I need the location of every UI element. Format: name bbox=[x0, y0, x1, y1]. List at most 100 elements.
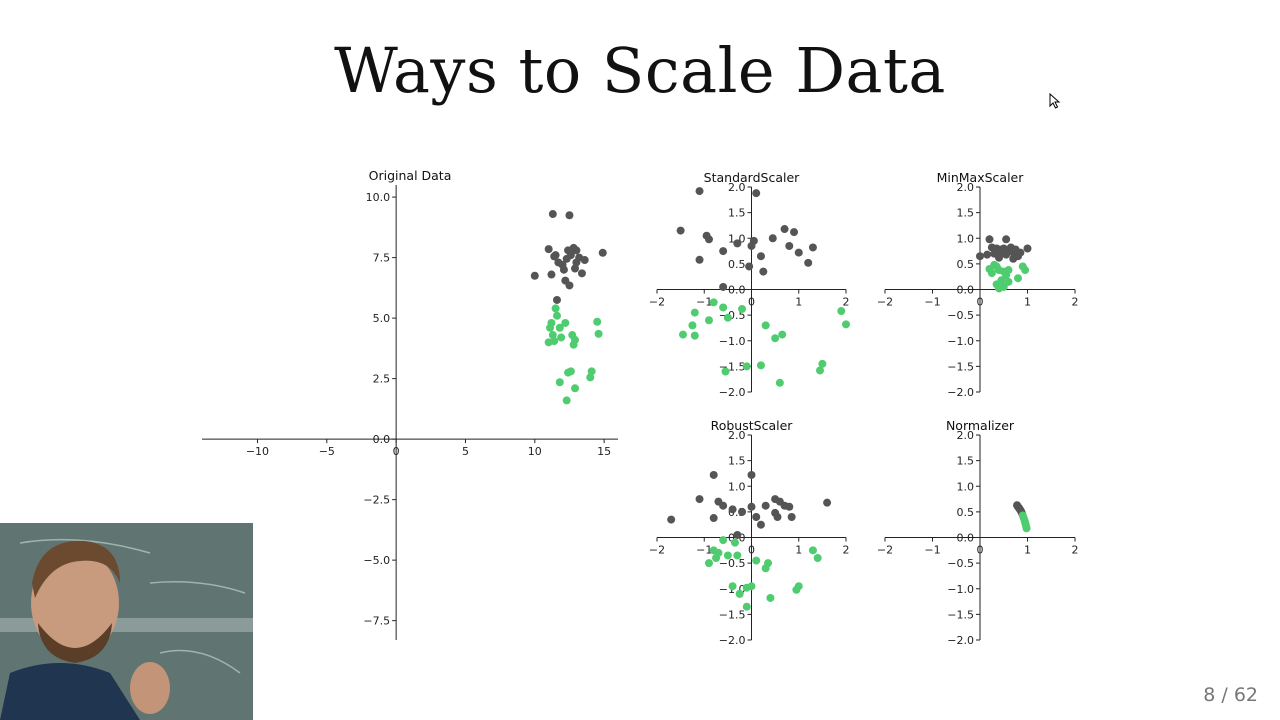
data-point bbox=[555, 378, 564, 387]
page-number: 8 / 62 bbox=[1203, 684, 1258, 706]
data-point bbox=[756, 520, 765, 529]
data-point bbox=[773, 513, 782, 521]
y-tick-label: −2.0 bbox=[947, 634, 974, 647]
y-tick-label: 2.5 bbox=[373, 373, 391, 386]
x-tick-label: −1 bbox=[924, 544, 940, 557]
y-tick-label: −2.0 bbox=[719, 634, 746, 647]
x-tick-label: 5 bbox=[462, 445, 469, 458]
data-point bbox=[785, 502, 794, 511]
data-point bbox=[1021, 266, 1030, 275]
data-point bbox=[733, 530, 742, 539]
scatter-plot-2: MinMaxScaler −2 −1 0 1 2 −2.0 −1.5 −1.0 −0.5 0.0 0.… bbox=[877, 170, 1079, 399]
y-tick-label: −2.0 bbox=[947, 386, 974, 399]
data-point bbox=[756, 252, 765, 261]
data-point bbox=[565, 211, 574, 220]
data-point bbox=[733, 551, 742, 560]
data-point bbox=[759, 267, 768, 276]
data-point bbox=[561, 318, 570, 327]
data-point bbox=[730, 538, 739, 547]
data-point bbox=[552, 295, 561, 304]
plot-title: Original Data bbox=[369, 168, 452, 183]
data-point bbox=[816, 366, 825, 375]
data-point bbox=[818, 359, 827, 368]
data-point bbox=[1004, 266, 1013, 275]
data-point bbox=[995, 284, 1003, 293]
data-point bbox=[566, 367, 575, 376]
data-point bbox=[709, 298, 718, 307]
data-point bbox=[761, 564, 770, 573]
data-point bbox=[976, 252, 984, 261]
x-tick-label: −1 bbox=[696, 544, 712, 557]
y-tick-label: 1.5 bbox=[957, 455, 975, 468]
x-tick-label: 15 bbox=[597, 445, 611, 458]
data-point bbox=[546, 323, 555, 332]
y-tick-label: 2.0 bbox=[957, 181, 975, 194]
data-point bbox=[704, 559, 713, 568]
y-tick-label: 2.0 bbox=[957, 429, 975, 442]
y-tick-label: 0.5 bbox=[957, 506, 975, 519]
y-tick-label: 1.0 bbox=[957, 480, 975, 493]
y-tick-label: −5.0 bbox=[363, 554, 390, 567]
y-tick-label: 2.0 bbox=[728, 429, 746, 442]
data-point bbox=[1022, 524, 1031, 533]
y-tick-label: 1.0 bbox=[957, 232, 975, 245]
data-point bbox=[813, 554, 822, 562]
data-point bbox=[552, 311, 561, 320]
data-point bbox=[719, 282, 728, 291]
y-tick-label: −7.5 bbox=[363, 615, 390, 628]
data-point bbox=[544, 245, 553, 254]
data-point bbox=[792, 585, 801, 594]
data-point bbox=[571, 384, 580, 393]
data-point bbox=[808, 243, 817, 252]
data-point bbox=[580, 256, 589, 265]
data-point bbox=[548, 331, 557, 340]
data-point bbox=[688, 321, 697, 330]
x-tick-label: −2 bbox=[877, 296, 893, 309]
y-tick-label: −1.0 bbox=[719, 335, 746, 348]
y-tick-label: −1.0 bbox=[947, 583, 974, 596]
x-tick-label: 1 bbox=[1024, 544, 1031, 557]
x-tick-label: 0 bbox=[977, 544, 984, 557]
data-point bbox=[559, 265, 568, 274]
x-tick-label: −1 bbox=[696, 296, 712, 309]
x-tick-label: 2 bbox=[843, 544, 850, 557]
plot-title: Normalizer bbox=[946, 418, 1015, 433]
y-tick-label: 0.0 bbox=[373, 433, 391, 446]
data-point bbox=[1023, 244, 1032, 253]
x-tick-label: −10 bbox=[246, 445, 269, 458]
data-point bbox=[704, 235, 713, 244]
data-point bbox=[787, 513, 796, 521]
data-point bbox=[1014, 252, 1022, 261]
webcam-video bbox=[0, 523, 253, 720]
scatter-plot-3: RobustScaler−2−1012−2.0−1.5−1.0−0.50.00.… bbox=[649, 418, 850, 647]
data-point bbox=[530, 271, 539, 280]
data-point bbox=[723, 313, 732, 322]
data-point bbox=[594, 329, 603, 338]
data-point bbox=[593, 317, 602, 326]
y-tick-label: −0.5 bbox=[947, 309, 974, 322]
scatter-plot-1: StandardScaler−2 −1 0 1 2−2.0−1.5−1.0−0.50.0… bbox=[649, 170, 850, 399]
data-point bbox=[554, 258, 563, 267]
y-tick-label: 0.0 bbox=[728, 284, 746, 297]
y-tick-label: 5.0 bbox=[373, 312, 391, 325]
x-tick-label: 0 bbox=[393, 445, 400, 458]
data-point bbox=[547, 270, 556, 279]
data-point bbox=[719, 303, 728, 312]
y-tick-label: 7.5 bbox=[373, 252, 391, 265]
data-point bbox=[676, 226, 685, 235]
y-tick-label: 1.5 bbox=[728, 455, 746, 468]
data-point bbox=[837, 307, 846, 316]
data-point bbox=[780, 225, 789, 234]
data-point bbox=[733, 239, 742, 248]
y-tick-label: 10.0 bbox=[366, 191, 391, 204]
data-point bbox=[794, 248, 803, 257]
data-point bbox=[557, 333, 566, 342]
slide-title: Ways to Scale Data bbox=[334, 34, 946, 107]
y-tick-label: 0.0 bbox=[957, 284, 975, 297]
data-point bbox=[778, 330, 787, 339]
y-tick-label: −0.5 bbox=[947, 557, 974, 570]
data-point bbox=[690, 308, 699, 317]
data-point bbox=[766, 593, 775, 602]
data-point bbox=[709, 470, 718, 479]
data-point bbox=[719, 247, 728, 256]
